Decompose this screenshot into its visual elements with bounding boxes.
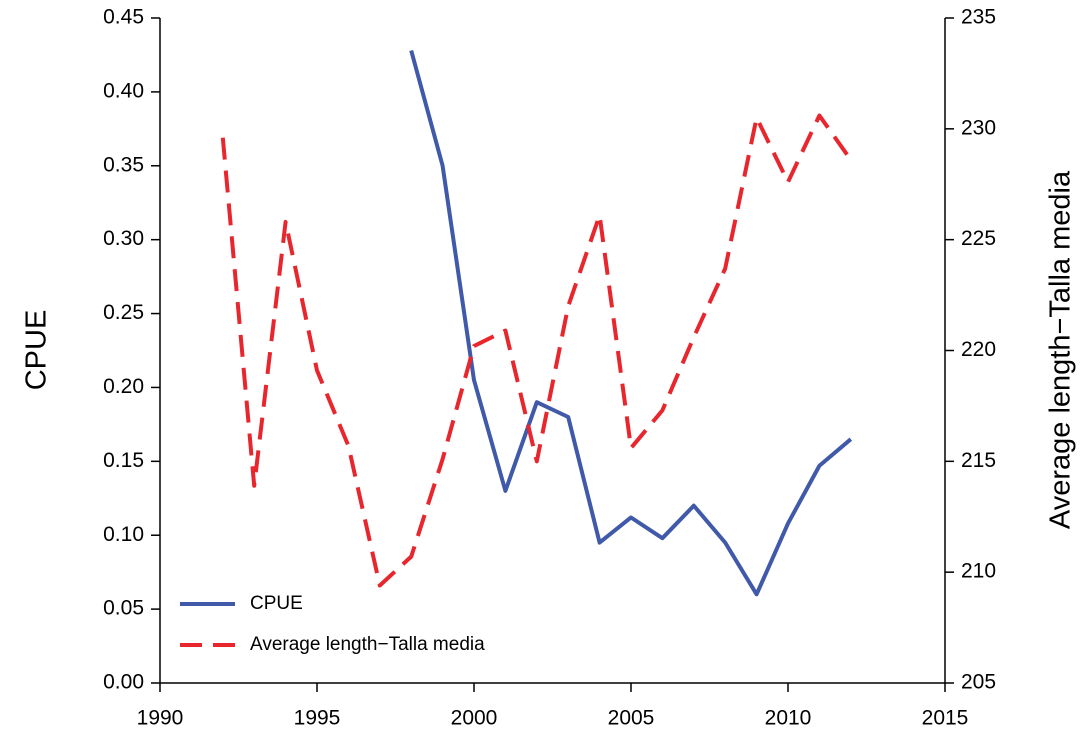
y-tick-label: 0.10 bbox=[103, 523, 144, 546]
y-tick-label: 0.45 bbox=[103, 6, 144, 29]
y2-tick-label: 205 bbox=[961, 671, 996, 694]
y-tick-label: 0.05 bbox=[103, 597, 144, 620]
x-tick-label: 1990 bbox=[137, 707, 184, 730]
y-tick-label: 0.00 bbox=[103, 671, 144, 694]
y-tick-label: 0.40 bbox=[103, 79, 144, 102]
y-axis-title: CPUE bbox=[21, 310, 53, 391]
legend-label: CPUE bbox=[250, 593, 303, 614]
y2-tick-label: 220 bbox=[961, 338, 996, 361]
x-tick-label: 2000 bbox=[451, 707, 498, 730]
series-line bbox=[220, 113, 853, 588]
y2-tick-label: 235 bbox=[961, 6, 996, 29]
y2-tick-label: 225 bbox=[961, 227, 996, 250]
y-tick-label: 0.20 bbox=[103, 375, 144, 398]
legend-label: Average length−Talla media bbox=[250, 634, 485, 655]
y2-tick-label: 215 bbox=[961, 449, 996, 472]
y-tick-label: 0.15 bbox=[103, 449, 144, 472]
y2-axis-title: Average length−Talla media bbox=[1045, 170, 1077, 529]
y2-tick-label: 230 bbox=[961, 116, 996, 139]
y-tick-label: 0.30 bbox=[103, 227, 144, 250]
x-tick-label: 2010 bbox=[765, 707, 812, 730]
y-tick-label: 0.35 bbox=[103, 153, 144, 176]
x-tick-label: 2005 bbox=[608, 707, 655, 730]
series-line bbox=[409, 49, 853, 597]
x-tick-label: 1995 bbox=[294, 707, 341, 730]
y-tick-label: 0.25 bbox=[103, 301, 144, 324]
y2-tick-label: 210 bbox=[961, 560, 996, 583]
x-tick-label: 2015 bbox=[922, 707, 969, 730]
